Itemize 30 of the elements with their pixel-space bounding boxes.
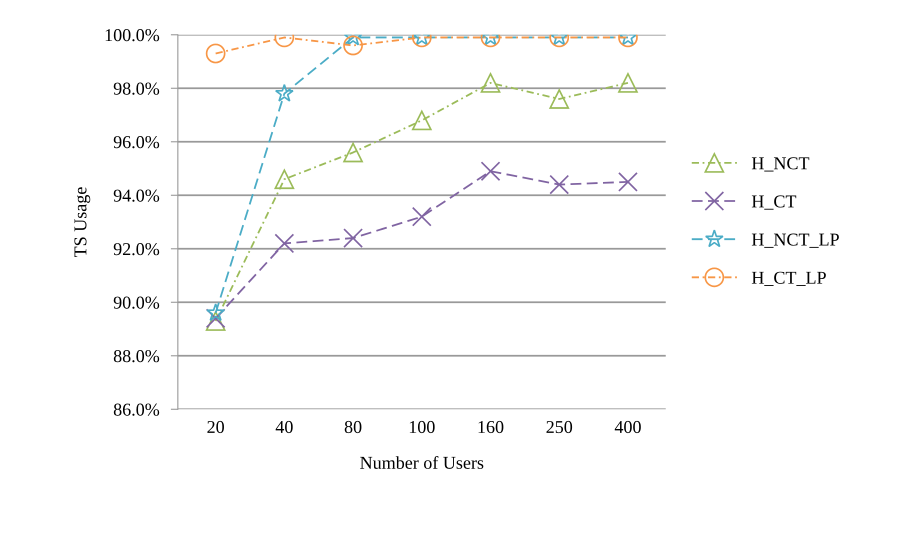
y-tick-label: 96.0% (114, 136, 160, 148)
y-tick-label: 88.0% (114, 350, 160, 362)
x-axis-title: Number of Users (360, 456, 484, 469)
point (206, 303, 226, 322)
point (274, 234, 294, 254)
legend-label: H_CT (752, 195, 796, 210)
x-tick-label: 160 (478, 420, 504, 434)
point (343, 228, 363, 248)
legend-label: H_CT_LP (752, 272, 826, 286)
y-tick-label: 98.0% (114, 82, 160, 95)
x-tick-label: 20 (207, 420, 224, 434)
x-tick-label: 250 (546, 420, 572, 434)
legend-label: H_NCT (752, 157, 810, 172)
y-tick-label: 94.0% (114, 190, 160, 202)
point (274, 169, 294, 190)
y-tick-label: 100.0% (106, 29, 160, 42)
y-axis-title: TS Usage (74, 187, 90, 258)
x-tick-label: 80 (344, 420, 362, 434)
legend-label: H_NCT_LP (752, 234, 839, 248)
y-tick-label: 92.0% (114, 243, 160, 256)
point (549, 174, 570, 194)
point (343, 142, 363, 162)
y-tick-label: 86.0% (114, 404, 160, 416)
point (480, 161, 500, 182)
x-tick-label: 400 (614, 420, 641, 434)
y-tick-label: 90.0% (114, 296, 160, 309)
point (412, 206, 432, 227)
x-tick-label: 100 (410, 420, 435, 434)
point (618, 172, 638, 192)
x-tick-label: 40 (276, 420, 293, 434)
